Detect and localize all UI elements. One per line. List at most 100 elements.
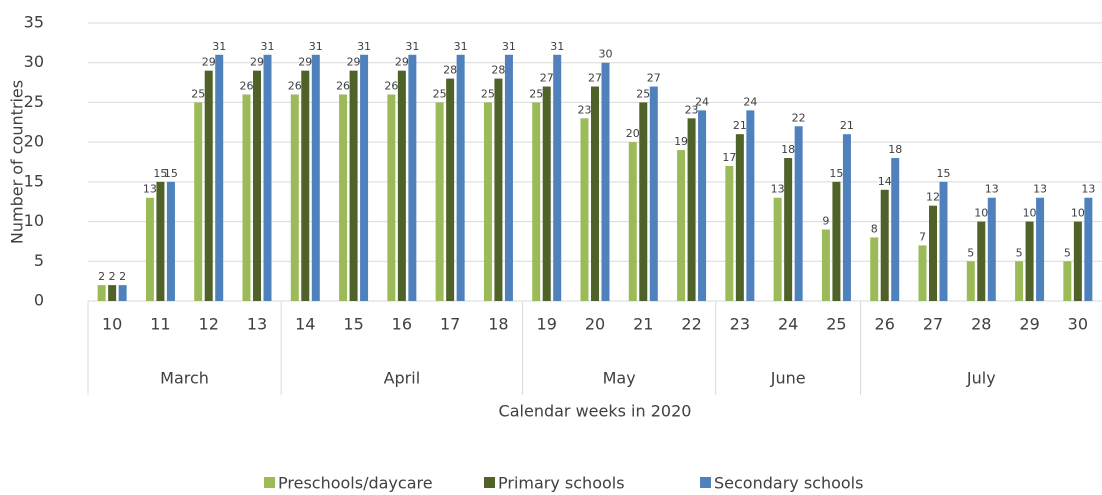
bar [649, 86, 658, 302]
group-label: July [966, 369, 996, 388]
y-tick-label: 25 [24, 92, 44, 111]
x-tick-label: 12 [199, 315, 219, 334]
bar [929, 205, 937, 301]
legend-label: Secondary schools [714, 474, 863, 493]
value-label: 24 [743, 95, 757, 108]
value-label: 15 [153, 167, 167, 180]
x-tick-label: 30 [1068, 315, 1088, 334]
y-tick-label: 5 [34, 251, 44, 270]
value-label: 5 [1016, 246, 1023, 259]
value-label: 10 [1071, 207, 1085, 220]
value-label: 13 [771, 183, 785, 196]
bar [263, 54, 272, 302]
bar [290, 94, 299, 301]
bar [456, 54, 465, 302]
value-label: 20 [626, 127, 640, 140]
value-label: 28 [491, 64, 505, 77]
bar [349, 70, 358, 302]
bar [339, 94, 348, 301]
value-label: 15 [164, 167, 178, 180]
y-tick-label: 20 [24, 132, 44, 151]
y-tick-label: 35 [24, 13, 44, 32]
value-label: 13 [1033, 183, 1047, 196]
bar [194, 102, 203, 301]
value-label: 15 [829, 167, 843, 180]
bar [677, 150, 686, 301]
bar [987, 197, 996, 301]
value-label: 31 [309, 40, 323, 53]
bar [842, 134, 851, 301]
legend-swatch [264, 477, 275, 488]
x-axis-title: Calendar weeks in 2020 [499, 402, 692, 421]
x-tick-label: 24 [778, 315, 798, 334]
bar [145, 197, 154, 301]
bar [794, 126, 803, 301]
value-label: 27 [647, 72, 661, 85]
bar [639, 102, 648, 301]
value-label: 18 [888, 143, 902, 156]
value-label: 22 [792, 111, 806, 124]
value-label: 13 [143, 183, 157, 196]
value-label: 23 [578, 103, 592, 116]
bar [553, 54, 562, 302]
value-label: 14 [878, 175, 892, 188]
bar [1036, 197, 1045, 301]
y-axis-title: Number of countries [8, 80, 27, 244]
bar [397, 70, 406, 302]
x-tick-label: 28 [971, 315, 991, 334]
value-label: 29 [250, 56, 264, 69]
legend-swatch [484, 477, 495, 488]
bar [687, 118, 696, 301]
value-label: 5 [1064, 246, 1071, 259]
x-tick-label: 14 [295, 315, 315, 334]
x-tick-label: 20 [585, 315, 605, 334]
value-label: 31 [454, 40, 468, 53]
value-label: 29 [202, 56, 216, 69]
bar [977, 221, 986, 301]
value-label: 21 [733, 119, 747, 132]
bar [1025, 221, 1034, 301]
y-tick-label: 15 [24, 171, 44, 190]
group-label: March [160, 369, 209, 388]
value-label: 18 [781, 143, 795, 156]
x-tick-label: 29 [1019, 315, 1039, 334]
bar [156, 181, 165, 301]
value-label: 5 [967, 246, 974, 259]
value-label: 28 [443, 64, 457, 77]
value-label: 25 [433, 87, 447, 100]
bar [542, 86, 551, 302]
value-label: 31 [212, 40, 226, 53]
value-label: 13 [985, 183, 999, 196]
group-label: April [384, 369, 421, 388]
bar [387, 94, 396, 301]
x-tick-label: 21 [633, 315, 653, 334]
bar [939, 181, 948, 301]
bar [1063, 261, 1072, 301]
x-tick-label: 26 [875, 315, 895, 334]
bar [821, 229, 830, 301]
value-label: 30 [599, 48, 613, 61]
bar [628, 142, 637, 301]
bar [891, 158, 900, 301]
value-label: 27 [540, 72, 554, 85]
value-label: 26 [336, 79, 350, 92]
group-label: June [770, 369, 806, 388]
bar [242, 94, 251, 301]
value-label: 27 [588, 72, 602, 85]
bar [311, 54, 320, 302]
bar [698, 110, 707, 301]
x-tick-label: 11 [150, 315, 170, 334]
bar [360, 54, 369, 302]
value-label: 17 [722, 151, 736, 164]
bar [832, 181, 841, 301]
value-label: 7 [919, 230, 926, 243]
x-tick-label: 16 [392, 315, 412, 334]
value-label: 25 [191, 87, 205, 100]
bar [408, 54, 417, 302]
x-tick-label: 25 [826, 315, 846, 334]
bar [1084, 197, 1093, 301]
bar [735, 134, 744, 301]
bar [204, 70, 213, 302]
bar [591, 86, 599, 302]
bar [773, 197, 782, 301]
